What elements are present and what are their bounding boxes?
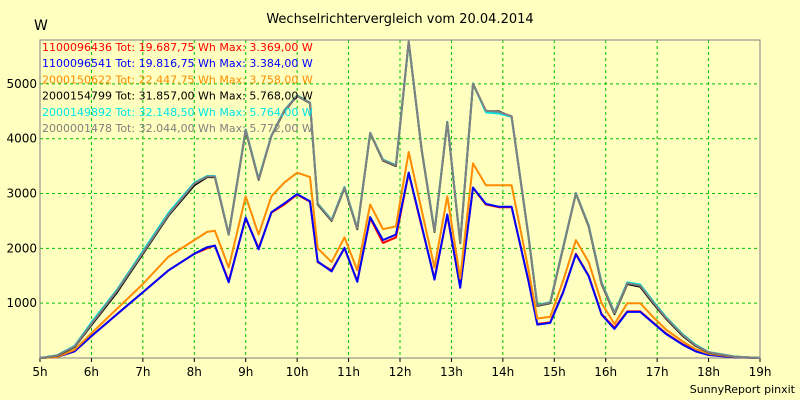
x-tick-label: 11h (337, 365, 360, 379)
series-line-3 (39, 151, 761, 359)
y-tick-label: 1000 (6, 296, 37, 310)
y-tick-label: 3000 (6, 187, 37, 201)
series-lines (39, 40, 761, 359)
x-tick-label: 18h (697, 365, 720, 379)
legend-entry-5: 2000149892 Tot: 32.148,50 Wh Max: 5.764,… (42, 106, 313, 119)
x-tick-label: 15h (543, 365, 566, 379)
x-ticks: 5h 6h 7h 8h 9h 10h 11h 12h 13h 14h 15h 16h 17h 18h 19h (32, 365, 771, 379)
legend-entry-1: 1100096436 Tot: 19.687,75 Wh Max: 3.369,… (42, 41, 313, 54)
x-tick-label: 8h (187, 365, 202, 379)
legend-entry-2: 1100096541 Tot: 19.816,75 Wh Max: 3.384,… (42, 57, 313, 70)
x-tick-label: 5h (32, 365, 47, 379)
x-tick-label: 13h (440, 365, 463, 379)
x-tick-label: 7h (135, 365, 150, 379)
y-axis-label: W (34, 18, 48, 34)
chart-title: Wechselrichtervergleich vom 20.04.2014 (266, 12, 533, 27)
legend-entry-6: 2000001478 Tot: 32.044,00 Wh Max: 5.772,… (42, 122, 313, 135)
x-tick-label: 12h (389, 365, 412, 379)
series-line-2 (39, 171, 761, 359)
axes (39, 39, 761, 362)
x-tick-label: 19h (749, 365, 772, 379)
legend-entry-3: 2000150622 Tot: 22.447,75 Wh Max: 3.758,… (42, 73, 313, 86)
y-tick-label: 5000 (6, 77, 37, 91)
x-tick-label: 6h (84, 365, 99, 379)
legend: 1100096436 Tot: 19.687,75 Wh Max: 3.369,… (42, 41, 313, 135)
legend-entry-4: 2000154799 Tot: 31.857,00 Wh Max: 5.768,… (42, 90, 313, 103)
x-tick-label: 16h (594, 365, 617, 379)
series-line-6 (39, 40, 761, 359)
y-ticks: 1000 2000 3000 4000 5000 (6, 77, 37, 310)
x-tick-label: 10h (286, 365, 309, 379)
x-tick-label: 14h (491, 365, 514, 379)
x-tick-label: 17h (646, 365, 669, 379)
y-tick-label: 2000 (6, 241, 37, 255)
footer-credit: SunnyReport pinxit (690, 383, 796, 396)
x-tick-label: 9h (238, 365, 253, 379)
y-tick-label: 4000 (6, 132, 37, 146)
